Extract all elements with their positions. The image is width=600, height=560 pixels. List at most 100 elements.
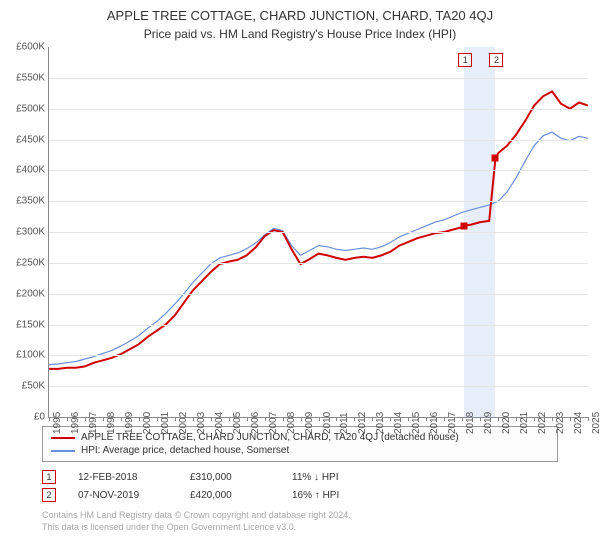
x-tick-mark — [319, 417, 320, 421]
sale-date: 12-FEB-2018 — [78, 472, 168, 483]
x-axis-label: 2016 — [429, 412, 440, 434]
gridline — [49, 201, 588, 202]
x-axis-label: 1998 — [106, 412, 117, 434]
sale-row: 1 12-FEB-2018 £310,000 11% ↓ HPI — [42, 468, 558, 486]
sales-table: 1 12-FEB-2018 £310,000 11% ↓ HPI 2 07-NOV-201… — [42, 468, 558, 504]
gridline — [49, 263, 588, 264]
chart-title: APPLE TREE COTTAGE, CHARD JUNCTION, CHAR… — [0, 0, 600, 23]
y-axis-label: £350K — [3, 196, 45, 207]
x-axis-label: 2006 — [250, 412, 261, 434]
gridline — [49, 355, 588, 356]
chart-footer: Contains HM Land Registry data © Crown c… — [42, 510, 558, 533]
sale-date: 07-NOV-2019 — [78, 490, 168, 501]
series-price_paid — [49, 91, 588, 369]
sale-marker-2: 2 — [42, 488, 56, 502]
x-tick-mark — [103, 417, 104, 421]
sale-delta: 16% ↑ HPI — [292, 490, 339, 501]
x-axis-label: 2019 — [483, 412, 494, 434]
y-axis-label: £400K — [3, 165, 45, 176]
x-axis-label: 2007 — [268, 412, 279, 434]
footer-line-2: This data is licensed under the Open Gov… — [42, 522, 558, 534]
sale-row: 2 07-NOV-2019 £420,000 16% ↑ HPI — [42, 486, 558, 504]
sale-price: £420,000 — [190, 490, 270, 501]
x-tick-mark — [265, 417, 266, 421]
x-tick-mark — [85, 417, 86, 421]
x-tick-mark — [390, 417, 391, 421]
y-axis-label: £50K — [3, 381, 45, 392]
x-axis-label: 2001 — [160, 412, 171, 434]
sale-delta: 11% ↓ HPI — [292, 472, 339, 483]
y-axis-label: £150K — [3, 319, 45, 330]
y-axis-label: £500K — [3, 103, 45, 114]
x-tick-mark — [336, 417, 337, 421]
x-axis-label: 2021 — [519, 412, 530, 434]
gridline — [49, 140, 588, 141]
chart-legend: APPLE TREE COTTAGE, CHARD JUNCTION, CHAR… — [42, 426, 558, 462]
x-axis-label: 2003 — [196, 412, 207, 434]
y-axis-label: £100K — [3, 350, 45, 361]
gridline — [49, 386, 588, 387]
gridline — [49, 294, 588, 295]
sale-point-2 — [492, 155, 499, 162]
x-axis-label: 1997 — [88, 412, 99, 434]
x-tick-mark — [121, 417, 122, 421]
y-axis-label: £200K — [3, 288, 45, 299]
x-tick-mark — [157, 417, 158, 421]
x-axis-label: 1996 — [70, 412, 81, 434]
x-axis-label: 2013 — [375, 412, 386, 434]
x-axis-label: 2015 — [411, 412, 422, 434]
y-axis-label: £300K — [3, 227, 45, 238]
gridline — [49, 325, 588, 326]
x-tick-mark — [193, 417, 194, 421]
x-tick-mark — [588, 417, 589, 421]
x-tick-mark — [426, 417, 427, 421]
x-tick-mark — [444, 417, 445, 421]
series-hpi — [49, 132, 588, 365]
x-tick-mark — [283, 417, 284, 421]
x-axis-label: 2025 — [591, 412, 600, 434]
x-axis-label: 2009 — [304, 412, 315, 434]
x-axis-label: 1999 — [124, 412, 135, 434]
x-tick-mark — [480, 417, 481, 421]
footer-line-1: Contains HM Land Registry data © Crown c… — [42, 510, 558, 522]
x-tick-mark — [229, 417, 230, 421]
gridline — [49, 109, 588, 110]
chart-subtitle: Price paid vs. HM Land Registry's House … — [0, 23, 600, 47]
x-tick-mark — [570, 417, 571, 421]
chart-marker-2: 2 — [489, 53, 503, 67]
legend-swatch — [51, 437, 75, 439]
x-tick-mark — [534, 417, 535, 421]
gridline — [49, 232, 588, 233]
y-axis-label: £450K — [3, 134, 45, 145]
sale-price: £310,000 — [190, 472, 270, 483]
x-axis-label: 2023 — [555, 412, 566, 434]
legend-swatch — [51, 450, 75, 452]
x-axis-label: 2014 — [393, 412, 404, 434]
gridline — [49, 170, 588, 171]
x-tick-mark — [247, 417, 248, 421]
x-axis-label: 2010 — [322, 412, 333, 434]
chart-plot-area: £0£50K£100K£150K£200K£250K£300K£350K£400… — [48, 47, 588, 418]
x-axis-label: 2000 — [142, 412, 153, 434]
x-tick-mark — [408, 417, 409, 421]
x-axis-label: 2022 — [537, 412, 548, 434]
x-tick-mark — [498, 417, 499, 421]
chart-marker-1: 1 — [458, 53, 472, 67]
sale-marker-1: 1 — [42, 470, 56, 484]
x-tick-mark — [67, 417, 68, 421]
sale-point-1 — [461, 222, 468, 229]
x-axis-label: 2018 — [465, 412, 476, 434]
x-tick-mark — [354, 417, 355, 421]
x-tick-mark — [372, 417, 373, 421]
y-axis-label: £0 — [3, 412, 45, 423]
x-axis-label: 2002 — [178, 412, 189, 434]
x-axis-label: 2005 — [232, 412, 243, 434]
legend-row: HPI: Average price, detached house, Some… — [51, 444, 549, 457]
y-axis-label: £250K — [3, 257, 45, 268]
x-tick-mark — [516, 417, 517, 421]
x-axis-label: 2020 — [501, 412, 512, 434]
x-tick-mark — [175, 417, 176, 421]
y-axis-label: £600K — [3, 42, 45, 53]
legend-label: HPI: Average price, detached house, Some… — [81, 445, 289, 456]
x-tick-mark — [49, 417, 50, 421]
